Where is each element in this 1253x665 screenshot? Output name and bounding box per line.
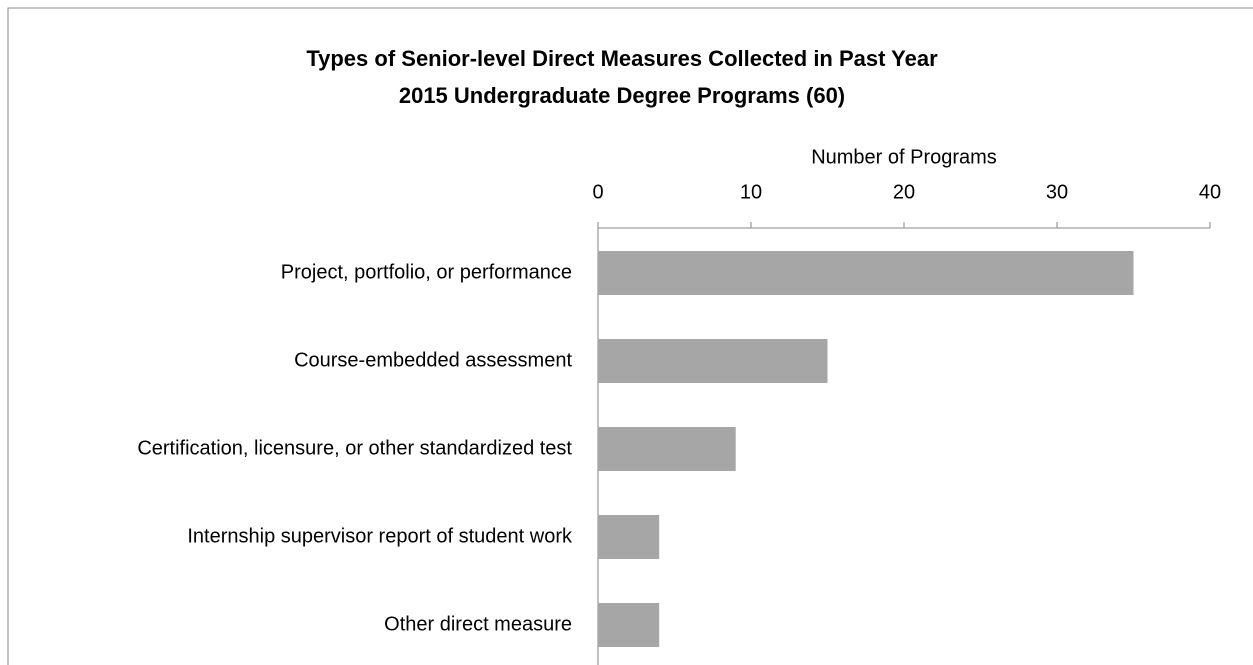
x-tick-label: 20	[893, 181, 915, 203]
x-tick-label: 30	[1046, 181, 1068, 203]
bar	[598, 339, 828, 383]
chart-subtitle: 2015 Undergraduate Degree Programs (60)	[399, 83, 845, 108]
y-tick-label: Internship supervisor report of student …	[187, 525, 573, 547]
bar	[598, 427, 736, 471]
bar	[598, 251, 1134, 295]
x-tick-label: 40	[1199, 181, 1221, 203]
y-tick-label: Project, portfolio, or performance	[281, 261, 572, 283]
x-tick-label: 10	[740, 181, 762, 203]
y-tick-label: Other direct measure	[384, 613, 572, 635]
bar	[598, 515, 660, 559]
x-tick-label: 0	[592, 181, 603, 203]
bar	[598, 603, 660, 647]
y-tick-label: Certification, licensure, or other stand…	[137, 437, 572, 459]
x-axis-title: Number of Programs	[811, 146, 997, 168]
chart-title: Types of Senior-level Direct Measures Co…	[306, 46, 938, 71]
chart-frame	[7, 7, 1253, 665]
y-tick-label: Course-embedded assessment	[294, 349, 572, 371]
